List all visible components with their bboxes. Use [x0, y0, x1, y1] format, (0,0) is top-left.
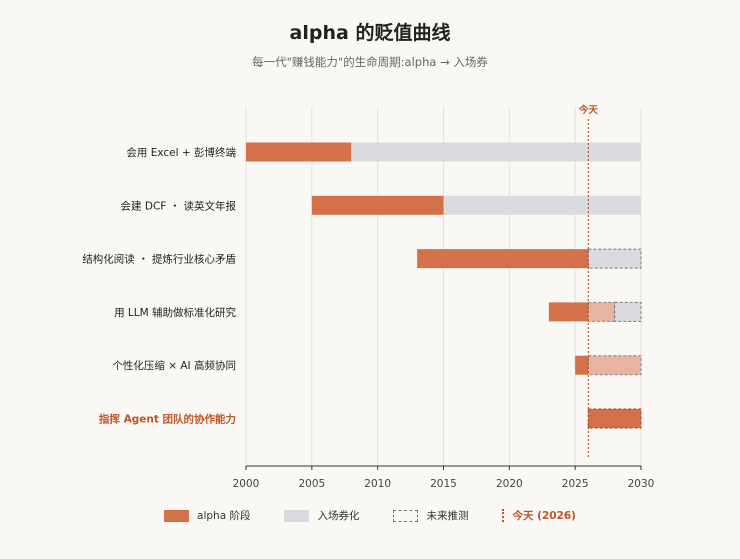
bar-alpha — [575, 355, 589, 375]
x-tick-label: 2010 — [364, 478, 391, 490]
bar-alpha — [417, 249, 589, 269]
legend-item-today: 今天 (2026) — [502, 508, 576, 523]
x-tick-label: 2005 — [298, 478, 325, 490]
chart-title: alpha 的贬值曲线 — [289, 22, 451, 44]
row-label: 会建 DCF ・ 读英文年报 — [121, 199, 237, 212]
row-label: 结构化阅读 ・ 提炼行业核心矛盾 — [82, 253, 236, 266]
legend-item-entry: 入场券化 — [284, 508, 359, 523]
bar-alpha-projected — [587, 355, 642, 376]
bar-entry-projected — [614, 301, 642, 322]
bar-entry-projected — [587, 248, 642, 269]
row-label: 用 LLM 辅助做标准化研究 — [114, 306, 236, 319]
x-tick-label: 2025 — [562, 478, 589, 490]
legend-label-alpha: alpha 阶段 — [197, 510, 251, 522]
today-label: 今天 — [578, 104, 599, 116]
x-tick-label: 2020 — [496, 478, 523, 490]
x-tick-label: 2030 — [628, 478, 655, 490]
chart-legend: alpha 阶段 入场券化 未来推测 今天 (2026) — [0, 508, 740, 523]
bar-alpha — [246, 142, 352, 162]
legend-swatch-projected — [393, 509, 419, 522]
row-label: 个性化压缩 × AI 高频协同 — [112, 359, 236, 372]
legend-label-entry: 入场券化 — [317, 510, 360, 522]
bar-alpha-projected — [587, 301, 616, 322]
chart-subtitle: 每一代"赚钱能力"的生命周期:alpha → 入场券 — [252, 55, 488, 69]
legend-item-projected: 未来推测 — [393, 508, 468, 523]
bar-alpha — [548, 302, 589, 322]
legend-label-today: 今天 (2026) — [512, 510, 576, 522]
legend-label-projected: 未来推测 — [426, 510, 469, 522]
chart-plot: 2000 2005 2010 2015 2020 2025 2030 会用 Excel + 彭… — [82, 104, 655, 490]
legend-swatch-today — [502, 509, 506, 522]
bar-alpha-projected — [587, 408, 642, 429]
x-tick-label: 2015 — [430, 478, 457, 490]
legend-swatch-alpha — [164, 509, 190, 522]
row-label: 指挥 Agent 团队的协作能力 — [99, 413, 236, 426]
bar-entry — [351, 142, 641, 162]
x-tick-label: 2000 — [233, 478, 260, 490]
legend-swatch-entry — [284, 509, 310, 522]
legend-item-alpha: alpha 阶段 — [164, 508, 250, 523]
bar-entry — [443, 195, 641, 215]
row-label: 会用 Excel + 彭博终端 — [126, 146, 236, 159]
bar-alpha — [311, 195, 444, 215]
